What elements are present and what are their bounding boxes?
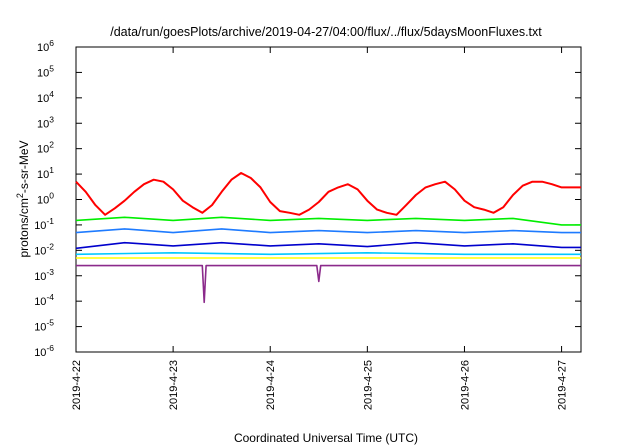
y-tick-label: 101 [37, 165, 54, 181]
y-axis-label-main: protons/cm [17, 198, 31, 257]
y-tick-exponent: -3 [46, 267, 54, 277]
y-tick-label: 10-4 [34, 292, 54, 308]
y-tick-base: 10 [34, 296, 46, 308]
y-tick-label: 100 [37, 191, 54, 207]
y-tick-exponent: -6 [46, 343, 54, 353]
y-axis-label-exp: 2 [15, 193, 25, 198]
series-group [75, 172, 581, 304]
y-tick-base: 10 [37, 195, 49, 207]
series-line-2 [75, 216, 581, 226]
y-tick-label: 10-6 [34, 343, 54, 359]
chart-title: /data/run/goesPlots/archive/2019-04-27/0… [110, 25, 542, 39]
y-tick-label: 103 [37, 114, 54, 130]
y-tick-base: 10 [34, 245, 46, 257]
y-tick-exponent: 2 [49, 140, 54, 150]
x-tick-label: 2019-4-23 [168, 360, 180, 410]
y-tick-label: 104 [37, 89, 54, 105]
y-tick-base: 10 [34, 220, 46, 232]
y-tick-base: 10 [34, 271, 46, 283]
y-tick-exponent: -2 [46, 241, 54, 251]
y-tick-exponent: -4 [46, 292, 54, 302]
plot-frame [75, 46, 582, 353]
x-tick-label: 2019-4-27 [557, 360, 569, 410]
y-tick-label: 10-3 [34, 267, 54, 283]
x-tick-label: 2019-4-24 [265, 360, 277, 410]
y-tick-base: 10 [37, 144, 49, 156]
x-axis-ticks: 2019-4-22 2019-4-23 2019-4-24 2019-4-25 2019… [71, 47, 569, 410]
y-tick-exponent: 1 [49, 165, 54, 175]
y-tick-base: 10 [37, 42, 49, 54]
y-tick-base: 10 [37, 93, 49, 105]
x-tick-label: 2019-4-26 [459, 360, 471, 410]
x-tick-label: 2019-4-25 [362, 360, 374, 410]
y-axis-label-tail: -s-sr-MeV [17, 140, 31, 193]
y-tick-exponent: 4 [49, 89, 54, 99]
y-tick-exponent: 3 [49, 114, 54, 124]
x-axis-label: Coordinated Universal Time (UTC) [234, 431, 418, 445]
series-line-1 [75, 172, 581, 216]
series-line-7 [76, 264, 581, 304]
y-tick-base: 10 [37, 67, 49, 79]
y-tick-label: 10-5 [34, 318, 54, 334]
y-axis-ticks: 10-610-510-410-310-210-11001011021031041… [34, 38, 581, 359]
y-tick-exponent: 6 [49, 38, 54, 48]
y-tick-base: 10 [37, 118, 49, 130]
y-tick-label: 105 [37, 63, 54, 79]
series-line-4 [75, 241, 581, 250]
y-axis-label: protons/cm2-s-sr-MeV [15, 140, 31, 257]
y-tick-exponent: 0 [49, 191, 54, 201]
y-tick-label: 102 [37, 140, 54, 156]
y-tick-label: 106 [37, 38, 54, 54]
x-tick-label: 2019-4-22 [71, 360, 83, 410]
y-tick-exponent: -5 [46, 318, 54, 328]
y-tick-label: 10-2 [34, 241, 54, 257]
series-line-5 [75, 252, 581, 256]
y-tick-base: 10 [34, 347, 46, 359]
y-tick-label: 10-1 [34, 216, 54, 232]
y-tick-exponent: -1 [46, 216, 54, 226]
y-tick-base: 10 [34, 322, 46, 334]
y-tick-base: 10 [37, 169, 49, 181]
y-tick-exponent: 5 [49, 63, 54, 73]
series-line-3 [75, 228, 581, 234]
